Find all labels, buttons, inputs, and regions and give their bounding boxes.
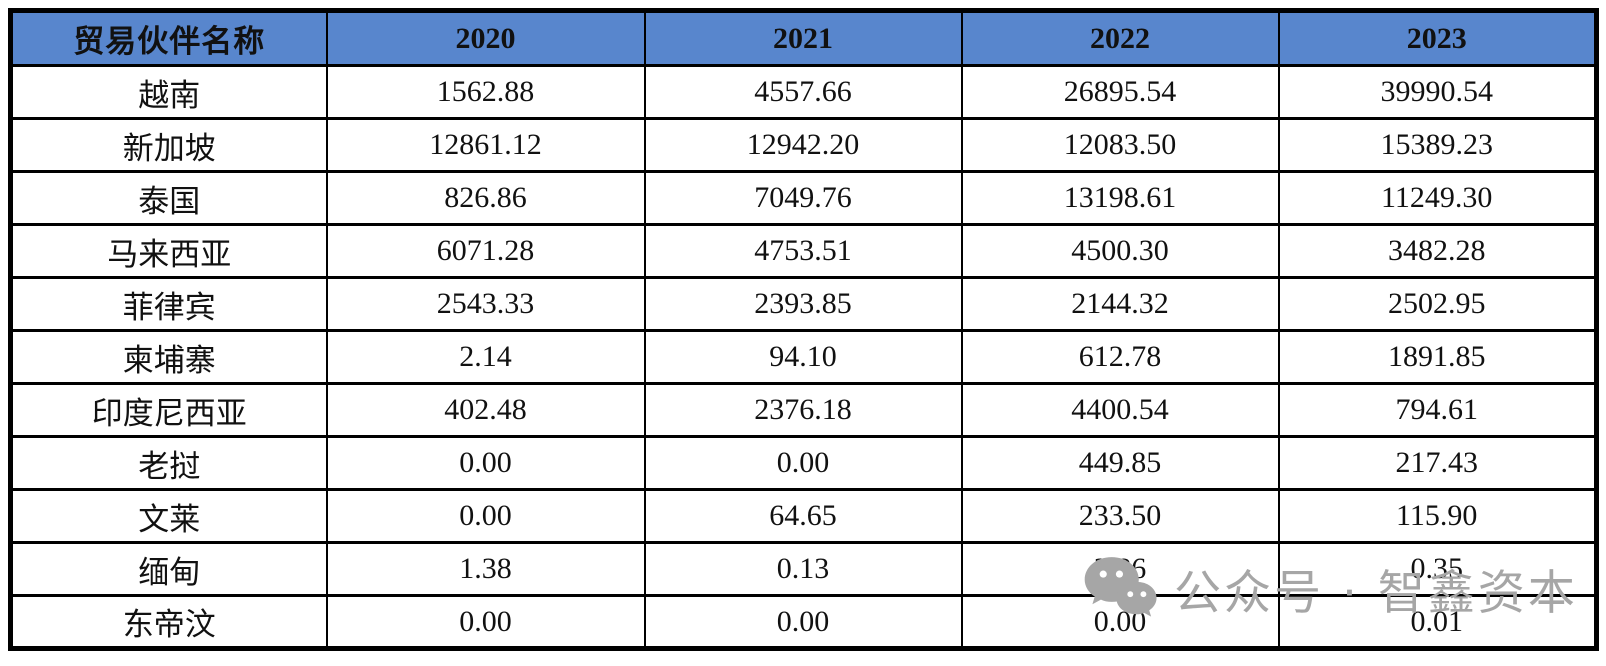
header-row: 贸易伙伴名称 2020 2021 2022 2023 bbox=[9, 9, 1598, 67]
value-cell: 217.43 bbox=[1277, 435, 1598, 491]
partner-name-cell: 泰国 bbox=[9, 170, 328, 226]
table-row: 印度尼西亚 402.48 2376.18 4400.54 794.61 bbox=[9, 382, 1598, 438]
value-cell: 12083.50 bbox=[960, 117, 1280, 173]
value-cell: 94.10 bbox=[643, 329, 963, 385]
value-cell: 15389.23 bbox=[1277, 117, 1598, 173]
table-row: 马来西亚 6071.28 4753.51 4500.30 3482.28 bbox=[9, 223, 1598, 279]
value-cell: 12861.12 bbox=[325, 117, 646, 173]
table-body: 越南 1562.88 4557.66 26895.54 39990.54 新加坡… bbox=[9, 64, 1598, 650]
value-cell: 1562.88 bbox=[325, 64, 646, 120]
value-cell: 0.00 bbox=[643, 435, 963, 491]
value-cell: 6071.28 bbox=[325, 223, 646, 279]
value-cell: 12942.20 bbox=[643, 117, 963, 173]
value-cell: 0.00 bbox=[960, 594, 1280, 650]
table-row: 柬埔寨 2.14 94.10 612.78 1891.85 bbox=[9, 329, 1598, 385]
column-header-2020: 2020 bbox=[325, 9, 646, 67]
column-header-2023: 2023 bbox=[1277, 9, 1598, 67]
value-cell: 1.38 bbox=[325, 541, 646, 597]
value-cell: 0.01 bbox=[1277, 594, 1598, 650]
value-cell: 0.00 bbox=[643, 594, 963, 650]
value-cell: 2144.32 bbox=[960, 276, 1280, 332]
value-cell: 11249.30 bbox=[1277, 170, 1598, 226]
table-row: 文莱 0.00 64.65 233.50 115.90 bbox=[9, 488, 1598, 544]
partner-name-cell: 柬埔寨 bbox=[9, 329, 328, 385]
table-row: 菲律宾 2543.33 2393.85 2144.32 2502.95 bbox=[9, 276, 1598, 332]
partner-name-cell: 马来西亚 bbox=[9, 223, 328, 279]
value-cell: 1891.85 bbox=[1277, 329, 1598, 385]
table-row: 泰国 826.86 7049.76 13198.61 11249.30 bbox=[9, 170, 1598, 226]
value-cell: 4753.51 bbox=[643, 223, 963, 279]
value-cell: 4400.54 bbox=[960, 382, 1280, 438]
value-cell: 2393.85 bbox=[643, 276, 963, 332]
value-cell: 39990.54 bbox=[1277, 64, 1598, 120]
value-cell: 233.50 bbox=[960, 488, 1280, 544]
value-cell: 0.35 bbox=[1277, 541, 1598, 597]
value-cell: 13198.61 bbox=[960, 170, 1280, 226]
value-cell: 2543.33 bbox=[325, 276, 646, 332]
table-row: 缅甸 1.38 0.13 3.86 0.35 bbox=[9, 541, 1598, 597]
value-cell: 26895.54 bbox=[960, 64, 1280, 120]
value-cell: 64.65 bbox=[643, 488, 963, 544]
partner-name-cell: 印度尼西亚 bbox=[9, 382, 328, 438]
value-cell: 0.00 bbox=[325, 488, 646, 544]
value-cell: 2502.95 bbox=[1277, 276, 1598, 332]
table-row: 越南 1562.88 4557.66 26895.54 39990.54 bbox=[9, 64, 1598, 120]
value-cell: 0.00 bbox=[325, 435, 646, 491]
table-header: 贸易伙伴名称 2020 2021 2022 2023 bbox=[9, 9, 1598, 67]
partner-name-cell: 老挝 bbox=[9, 435, 328, 491]
table-row: 老挝 0.00 0.00 449.85 217.43 bbox=[9, 435, 1598, 491]
value-cell: 115.90 bbox=[1277, 488, 1598, 544]
column-header-2022: 2022 bbox=[960, 9, 1280, 67]
table-row: 新加坡 12861.12 12942.20 12083.50 15389.23 bbox=[9, 117, 1598, 173]
value-cell: 0.13 bbox=[643, 541, 963, 597]
column-header-2021: 2021 bbox=[643, 9, 963, 67]
partner-name-cell: 东帝汶 bbox=[9, 594, 328, 650]
value-cell: 2376.18 bbox=[643, 382, 963, 438]
value-cell: 4557.66 bbox=[643, 64, 963, 120]
column-header-partner: 贸易伙伴名称 bbox=[9, 9, 328, 67]
value-cell: 3482.28 bbox=[1277, 223, 1598, 279]
partner-name-cell: 菲律宾 bbox=[9, 276, 328, 332]
partner-name-cell: 新加坡 bbox=[9, 117, 328, 173]
value-cell: 4500.30 bbox=[960, 223, 1280, 279]
value-cell: 0.00 bbox=[325, 594, 646, 650]
value-cell: 2.14 bbox=[325, 329, 646, 385]
value-cell: 449.85 bbox=[960, 435, 1280, 491]
table-row: 东帝汶 0.00 0.00 0.00 0.01 bbox=[9, 594, 1598, 650]
value-cell: 7049.76 bbox=[643, 170, 963, 226]
value-cell: 402.48 bbox=[325, 382, 646, 438]
value-cell: 826.86 bbox=[325, 170, 646, 226]
trade-partners-table: 贸易伙伴名称 2020 2021 2022 2023 越南 1562.88 45… bbox=[8, 8, 1599, 651]
partner-name-cell: 文莱 bbox=[9, 488, 328, 544]
value-cell: 794.61 bbox=[1277, 382, 1598, 438]
value-cell: 3.86 bbox=[960, 541, 1280, 597]
value-cell: 612.78 bbox=[960, 329, 1280, 385]
partner-name-cell: 越南 bbox=[9, 64, 328, 120]
partner-name-cell: 缅甸 bbox=[9, 541, 328, 597]
